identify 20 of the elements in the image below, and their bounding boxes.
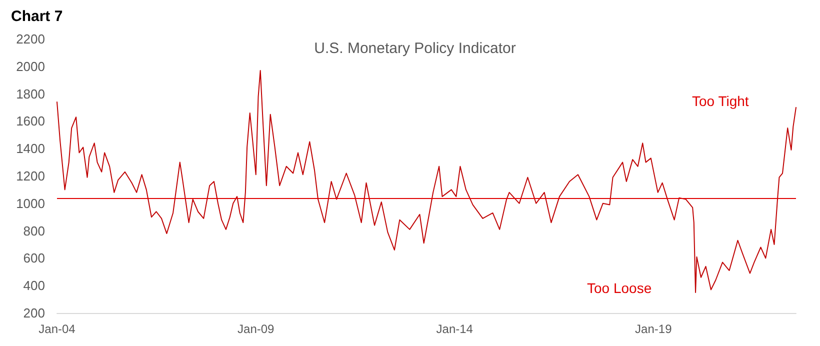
y-tick-label: 2200 xyxy=(16,32,45,46)
annotation: Too Tight xyxy=(692,93,749,109)
y-tick-label: 1600 xyxy=(16,114,45,129)
y-tick-label: 400 xyxy=(23,278,45,294)
y-tick-label: 2000 xyxy=(16,58,45,74)
y-tick-label: 1200 xyxy=(16,168,45,184)
y-tick-label: 1800 xyxy=(16,86,45,102)
chart-title: Chart 7 xyxy=(11,8,63,25)
y-tick-label: 200 xyxy=(23,306,45,320)
line-series xyxy=(56,70,796,293)
y-tick-label: 800 xyxy=(23,223,45,238)
y-tick-label: 1000 xyxy=(16,196,45,211)
x-tick-label: Jan-14 xyxy=(436,322,474,336)
chart-subtitle: U.S. Monetary Policy Indicator xyxy=(314,40,516,57)
x-tick-label: Jan-19 xyxy=(635,322,672,336)
x-tick-label: Jan-09 xyxy=(238,322,275,336)
y-tick-label: 600 xyxy=(23,250,45,266)
y-tick-label: 1400 xyxy=(16,141,45,156)
annotation: Too Loose xyxy=(587,280,652,296)
x-tick-label: Jan-04 xyxy=(38,322,76,336)
